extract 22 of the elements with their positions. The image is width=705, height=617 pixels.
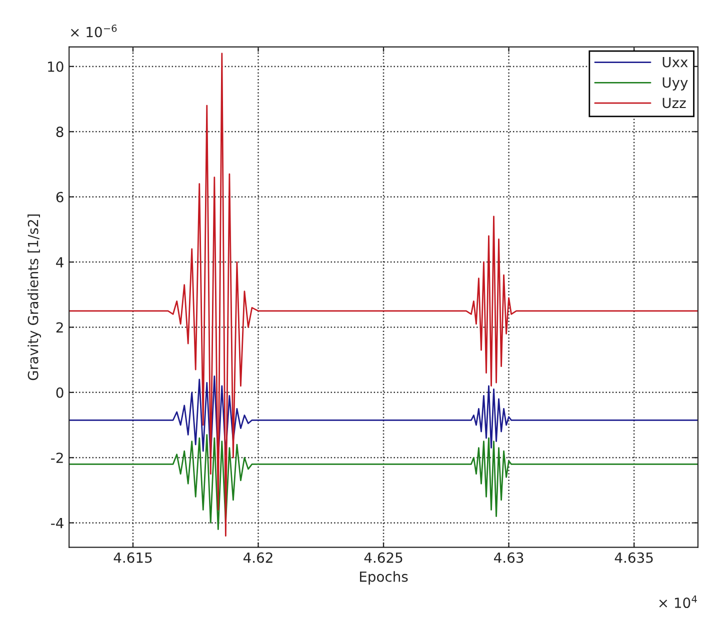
y-tick-label: -2 xyxy=(51,452,63,463)
y-tick-label: 2 xyxy=(56,322,63,333)
line-series xyxy=(69,434,698,530)
x-axis-title: Epochs xyxy=(360,571,408,585)
y-tick-label: 6 xyxy=(56,192,64,202)
y-tick-label: 0 xyxy=(56,387,64,398)
y-tick-label: 4 xyxy=(56,257,64,268)
x-tick-label: 4.625 xyxy=(364,552,402,563)
text: × 10$^{4}$ xyxy=(659,595,697,608)
x-tick-label: 4.635 xyxy=(614,552,653,563)
y-axis-title: Gravity Gradients [1/s2] xyxy=(28,214,41,380)
x-tick-label: 4.615 xyxy=(114,552,152,563)
y-tick-label: 10 xyxy=(48,61,64,72)
y-tick-label: -4 xyxy=(51,518,64,528)
legend-label: Uxx xyxy=(662,57,688,68)
x-tick-label: 4.62 xyxy=(243,552,272,563)
text: × 10$^{−6}$ xyxy=(70,24,117,38)
y-tick-label: 8 xyxy=(56,126,64,138)
legend-label: Uzz xyxy=(662,98,686,108)
x-tick-label: 4.63 xyxy=(494,552,524,563)
legend-label: Uyy xyxy=(662,77,688,90)
line-series xyxy=(69,52,698,537)
